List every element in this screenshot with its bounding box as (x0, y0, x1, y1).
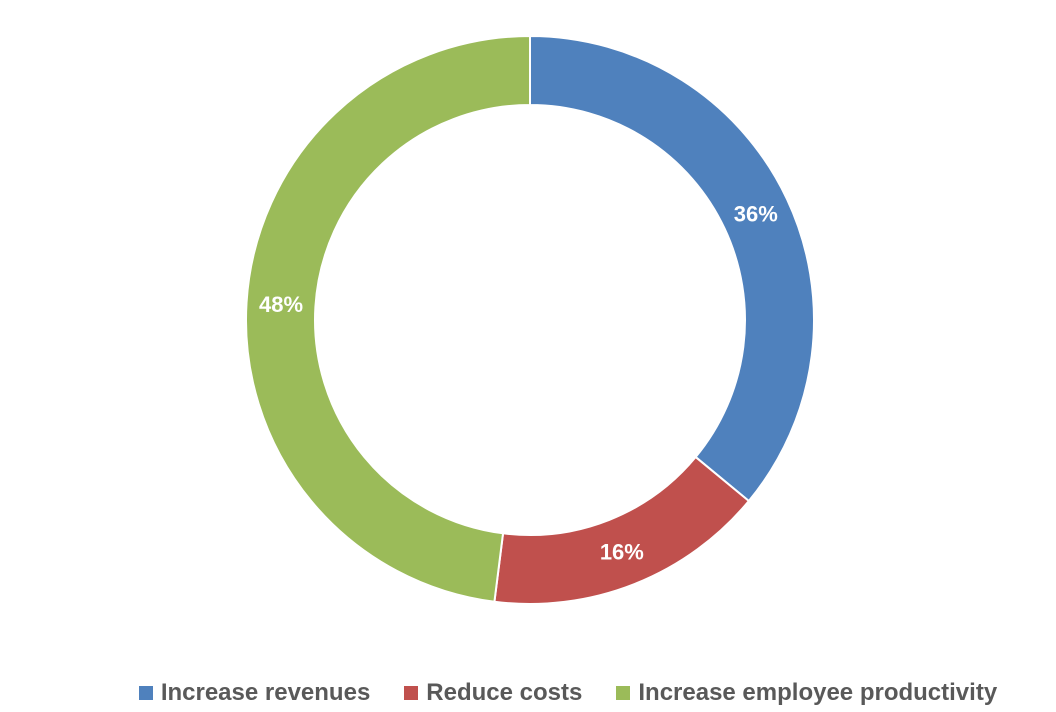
legend-label-increase-revenues: Increase revenues (160, 679, 371, 706)
legend-label-increase-employee-productivity: Increase employee productivity (638, 679, 998, 706)
legend-item-increase-revenues: Increase revenues (138, 679, 371, 707)
data-label-reduce-costs: 16% (600, 539, 644, 564)
legend-item-reduce-costs: Reduce costs (404, 679, 582, 707)
legend-swatch-increase-revenues (138, 686, 153, 700)
data-label-increase-revenues: 36% (734, 201, 778, 226)
doughnut-chart: 36% 16% 48% (245, 34, 815, 605)
slice-increase-revenues (529, 34, 815, 503)
legend-item-increase-employee-productivity: Increase employee productivity (616, 679, 997, 707)
data-label-increase-employee-productivity: 48% (259, 292, 303, 317)
legend-label-reduce-costs: Reduce costs (426, 679, 583, 706)
legend-swatch-reduce-costs (404, 686, 419, 700)
chart-legend: Increase revenues Reduce costs Increase … (0, 674, 1056, 712)
slice-reduce-costs (493, 455, 751, 605)
doughnut-chart-svg: 36% 16% 48% (245, 34, 815, 605)
slice-increase-employee-productivity (245, 34, 531, 603)
legend-swatch-increase-employee-productivity (616, 686, 631, 700)
